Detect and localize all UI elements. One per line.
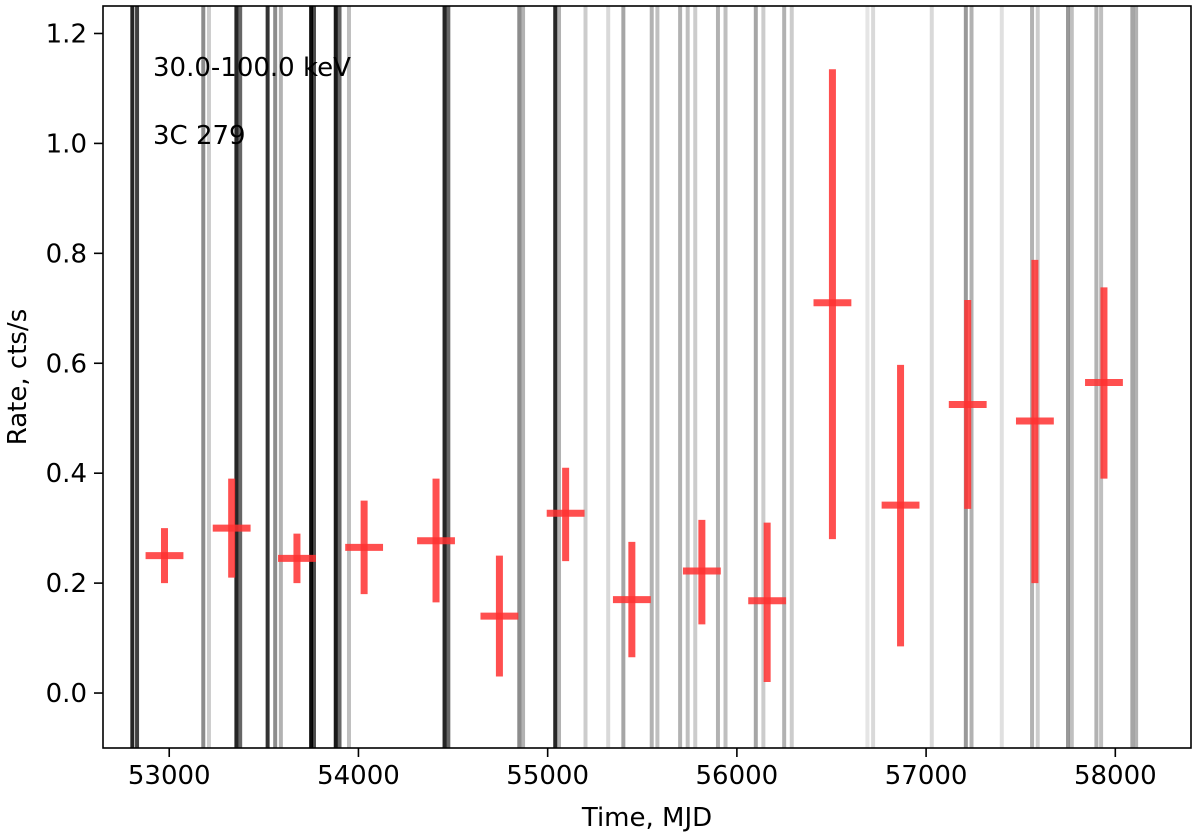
data-point-14 xyxy=(1085,287,1123,479)
y-tick-label-2: 0.4 xyxy=(46,459,87,489)
data-point-12 xyxy=(948,300,987,509)
data-point-4 xyxy=(417,478,455,603)
y-tick-label-1: 0.2 xyxy=(46,569,87,599)
data-point-0 xyxy=(145,528,184,584)
y-tick-label-0: 0.0 xyxy=(46,679,87,709)
y-tick-label-4: 0.8 xyxy=(46,239,87,269)
x-tick-label-3: 56000 xyxy=(696,761,779,791)
y-tick-label-3: 0.6 xyxy=(46,349,87,379)
x-tick-label-1: 54000 xyxy=(317,761,400,791)
data-point-3 xyxy=(345,500,384,595)
y-axis-label: Rate, cts/s xyxy=(3,309,33,446)
data-point-10 xyxy=(813,69,852,540)
data-point-9 xyxy=(748,522,787,683)
x-axis-label: Time, MJD xyxy=(581,803,712,833)
data-points xyxy=(145,69,1123,683)
data-point-2 xyxy=(278,533,316,584)
data-point-5 xyxy=(480,555,519,677)
observation-lines xyxy=(130,6,1139,748)
data-point-6 xyxy=(546,467,585,562)
data-point-1 xyxy=(212,478,251,578)
plot-frame xyxy=(102,5,1192,749)
x-tick-label-2: 55000 xyxy=(506,761,589,791)
x-tick-label-4: 57000 xyxy=(885,761,968,791)
data-point-8 xyxy=(682,519,721,625)
data-point-11 xyxy=(881,364,920,647)
x-tick-label-0: 53000 xyxy=(128,761,211,791)
data-point-7 xyxy=(612,541,651,658)
data-point-13 xyxy=(1015,259,1054,584)
annotation-energy-band: 30.0-100.0 keV xyxy=(153,53,351,83)
y-tick-label-5: 1.0 xyxy=(46,129,87,159)
x-tick-label-5: 58000 xyxy=(1074,761,1157,791)
y-tick-label-6: 1.2 xyxy=(46,19,87,49)
annotation-source-name: 3C 279 xyxy=(153,121,246,151)
axes: 53000 54000 55000 56000 57000 58000 0.0 0.2 0.4 0… xyxy=(46,19,1157,791)
